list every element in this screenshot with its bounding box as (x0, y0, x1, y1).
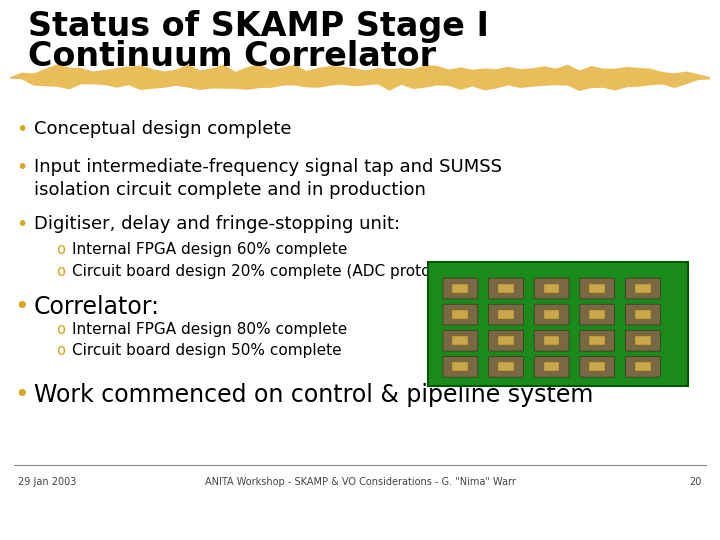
Bar (498, 284, 514, 293)
Bar (635, 310, 651, 319)
Polygon shape (10, 64, 710, 91)
Bar (544, 336, 559, 345)
Text: 20: 20 (690, 477, 702, 487)
FancyBboxPatch shape (534, 304, 569, 325)
Bar (635, 362, 651, 372)
Text: Work commenced on control & pipeline system: Work commenced on control & pipeline sys… (34, 383, 593, 407)
Text: Continuum Correlator: Continuum Correlator (28, 40, 436, 73)
FancyBboxPatch shape (489, 330, 523, 351)
FancyBboxPatch shape (443, 330, 478, 351)
FancyBboxPatch shape (489, 278, 523, 299)
Bar (635, 284, 651, 293)
Bar (498, 310, 514, 319)
Text: •: • (17, 158, 27, 177)
Bar (544, 284, 559, 293)
Text: o: o (58, 264, 66, 279)
FancyBboxPatch shape (534, 356, 569, 377)
FancyBboxPatch shape (534, 278, 569, 299)
FancyBboxPatch shape (626, 330, 660, 351)
Text: Input intermediate-frequency signal tap and SUMSS
isolation circuit complete and: Input intermediate-frequency signal tap … (34, 158, 502, 199)
Bar (452, 284, 468, 293)
Text: •: • (14, 295, 30, 319)
Bar (590, 310, 605, 319)
Text: •: • (17, 120, 27, 139)
FancyBboxPatch shape (626, 304, 660, 325)
Bar (428, 262, 688, 386)
Text: •: • (17, 215, 27, 234)
Text: o: o (58, 322, 66, 337)
Text: Circuit board design 20% complete (ADC prototyped): Circuit board design 20% complete (ADC p… (72, 264, 480, 279)
Text: o: o (58, 242, 66, 257)
Bar (544, 310, 559, 319)
Text: Status of SKAMP Stage I: Status of SKAMP Stage I (28, 10, 489, 43)
Bar (452, 362, 468, 372)
FancyBboxPatch shape (489, 356, 523, 377)
Bar (590, 284, 605, 293)
Bar (635, 336, 651, 345)
FancyBboxPatch shape (626, 278, 660, 299)
Text: ANITA Workshop - SKAMP & VO Considerations - G. "Nima" Warr: ANITA Workshop - SKAMP & VO Consideratio… (204, 477, 516, 487)
FancyBboxPatch shape (626, 356, 660, 377)
Text: Internal FPGA design 60% complete: Internal FPGA design 60% complete (72, 242, 347, 257)
Bar (544, 362, 559, 372)
FancyBboxPatch shape (443, 356, 478, 377)
FancyBboxPatch shape (443, 278, 478, 299)
Text: Conceptual design complete: Conceptual design complete (34, 120, 292, 138)
Bar (590, 336, 605, 345)
FancyBboxPatch shape (489, 304, 523, 325)
FancyBboxPatch shape (534, 330, 569, 351)
Text: Internal FPGA design 80% complete: Internal FPGA design 80% complete (72, 322, 347, 337)
Bar (498, 336, 514, 345)
FancyBboxPatch shape (443, 304, 478, 325)
Bar (452, 310, 468, 319)
Bar (452, 336, 468, 345)
Text: 29 Jan 2003: 29 Jan 2003 (18, 477, 76, 487)
Text: •: • (14, 383, 30, 407)
FancyBboxPatch shape (580, 278, 615, 299)
FancyBboxPatch shape (580, 356, 615, 377)
Text: Correlator:: Correlator: (34, 295, 160, 319)
FancyBboxPatch shape (580, 330, 615, 351)
Text: Digitiser, delay and fringe-stopping unit:: Digitiser, delay and fringe-stopping uni… (34, 215, 400, 233)
Text: o: o (58, 343, 66, 358)
Text: Circuit board design 50% complete: Circuit board design 50% complete (72, 343, 341, 358)
Bar (498, 362, 514, 372)
Bar (590, 362, 605, 372)
FancyBboxPatch shape (580, 304, 615, 325)
